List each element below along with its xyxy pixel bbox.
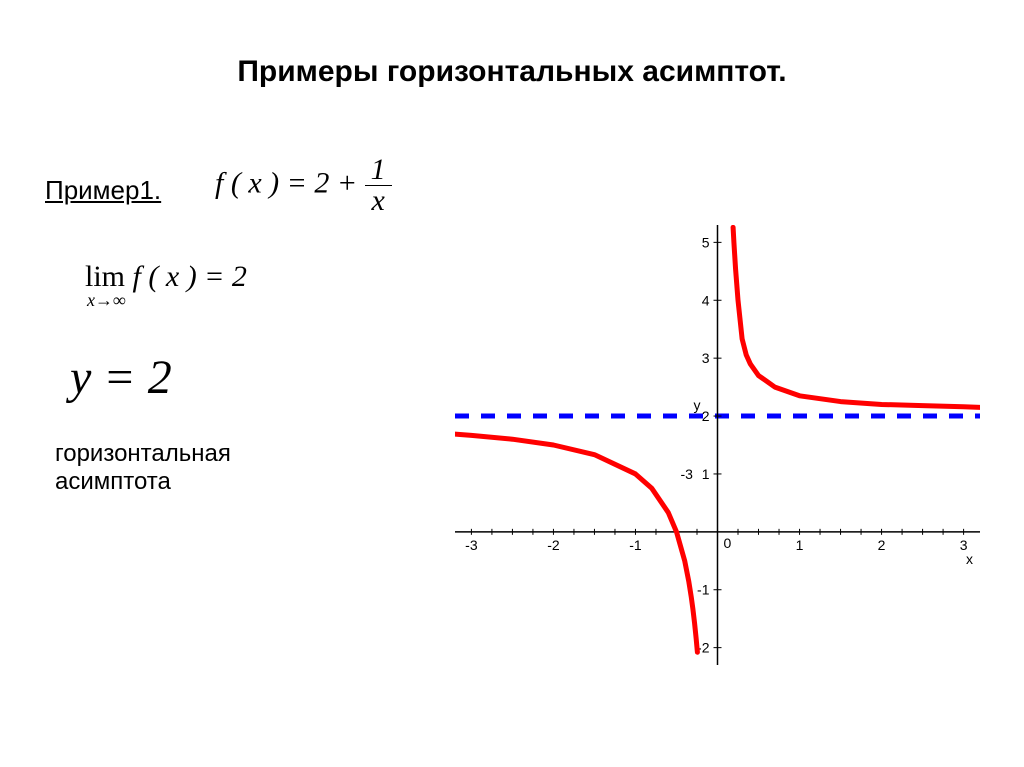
example-label: Пример1.	[45, 175, 161, 206]
slide-title: Примеры горизонтальных асимптот.	[0, 55, 1024, 89]
limit-formula: lim f ( x ) = 2 x→∞	[85, 260, 247, 311]
svg-text:-3: -3	[680, 466, 693, 482]
svg-text:3: 3	[702, 350, 710, 366]
svg-text:-1: -1	[697, 582, 710, 598]
svg-text:2: 2	[878, 537, 886, 553]
function-graph: -3-2-10123-2-112345xy-3	[455, 225, 980, 665]
svg-text:-2: -2	[547, 537, 560, 553]
svg-text:2: 2	[702, 408, 710, 424]
svg-text:-1: -1	[629, 537, 642, 553]
svg-text:0: 0	[724, 535, 732, 551]
asymptote-equation: y = 2	[70, 350, 172, 405]
caption-line1: горизонтальная	[55, 440, 231, 468]
svg-text:1: 1	[702, 466, 710, 482]
function-formula: f ( x ) = 2 + 1x	[215, 155, 392, 216]
caption-line2: асимптота	[55, 468, 231, 496]
svg-text:x: x	[966, 551, 973, 567]
svg-text:5: 5	[702, 234, 710, 250]
svg-text:4: 4	[702, 292, 710, 308]
svg-text:y: y	[694, 397, 701, 413]
svg-text:1: 1	[796, 537, 804, 553]
svg-text:-3: -3	[465, 537, 478, 553]
asymptote-caption: горизонтальная асимптота	[55, 440, 231, 496]
